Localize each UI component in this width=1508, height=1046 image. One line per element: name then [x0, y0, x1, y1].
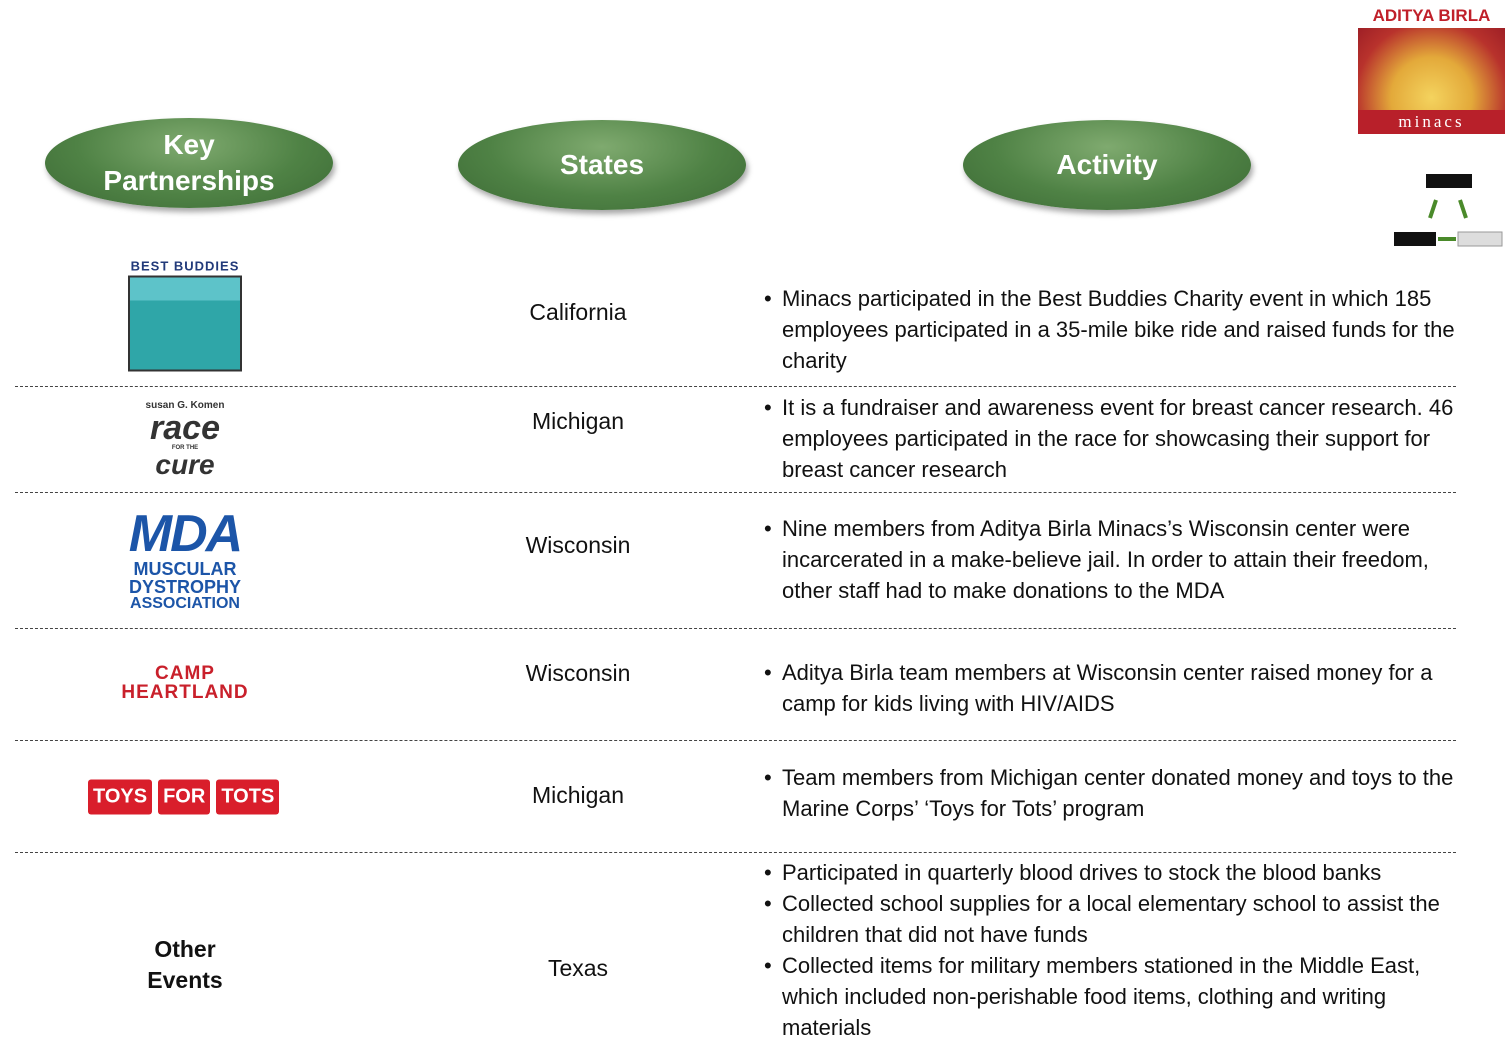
partner-text: race [150, 409, 220, 447]
partner-logo: Other Events [85, 934, 285, 996]
icon-link [1458, 199, 1468, 219]
partner-text: susan G. Komen [145, 400, 225, 411]
activity-item: Minacs participated in the Best Buddies … [764, 283, 1472, 376]
state-text: Wisconsin [525, 532, 631, 558]
partner-text: TOYS [88, 779, 153, 815]
partner-text: MDA [128, 505, 243, 563]
state-text: California [529, 299, 627, 325]
partner-logo: susan G. Komen race FOR THE cure [85, 401, 285, 479]
activity-list: Minacs participated in the Best Buddies … [762, 283, 1472, 376]
brand-sub: minacs [1358, 110, 1505, 134]
partner-logo: TOYS FOR TOTS [85, 779, 285, 815]
partner-text: ASSOCIATION [130, 595, 240, 612]
header-text: States [559, 149, 645, 180]
partner-text: CAMP [155, 663, 215, 684]
activity-list: Participated in quarterly blood drives t… [762, 857, 1472, 1043]
partner-text: MUSCULAR [133, 559, 237, 579]
icon-link [1428, 199, 1438, 219]
activity-item: Collected items for military members sta… [764, 950, 1472, 1043]
network-icon [1394, 174, 1503, 247]
partner-logo: CAMP HEARTLAND [85, 664, 285, 702]
header-oval: Activity [963, 120, 1251, 210]
divider [15, 852, 1456, 853]
activity-item: Participated in quarterly blood drives t… [764, 857, 1472, 888]
divider [15, 740, 1456, 741]
partner-logo: MDA MUSCULAR DYSTROPHY ASSOCIATION [85, 508, 285, 612]
state-text: Michigan [531, 408, 625, 434]
partner-text: Other Events [147, 936, 223, 993]
divider [15, 628, 1456, 629]
partner-graphic [128, 275, 242, 372]
activity-list: Aditya Birla team members at Wisconsin c… [762, 657, 1472, 719]
header-text: Activity [1056, 149, 1158, 180]
partner-text: FOR [158, 779, 211, 815]
icon-block [1457, 231, 1503, 247]
state-text: Michigan [531, 782, 625, 808]
header-oval: States [458, 120, 746, 210]
brand-logo: ADITYA BIRLA minacs [1358, 6, 1505, 134]
partner-logo: BEST BUDDIES [85, 259, 285, 372]
activity-list: Team members from Michigan center donate… [762, 762, 1472, 824]
activity-item: Aditya Birla team members at Wisconsin c… [764, 657, 1472, 719]
icon-block [1426, 174, 1472, 188]
partner-text: TOTS [216, 779, 280, 815]
partner-text: FOR THE [171, 445, 199, 451]
partner-text: BEST BUDDIES [130, 258, 240, 274]
header-oval: Key Partnerships [45, 118, 333, 208]
icon-block [1394, 232, 1436, 246]
activity-list: It is a fundraiser and awareness event f… [762, 392, 1472, 485]
partner-text: DYSTROPHY [128, 577, 242, 597]
brand-name: ADITYA BIRLA [1372, 6, 1491, 25]
activity-item: Collected school supplies for a local el… [764, 888, 1472, 950]
activity-item: Team members from Michigan center donate… [764, 762, 1472, 824]
partner-text: cure [155, 449, 215, 480]
state-text: Wisconsin [525, 660, 631, 686]
brand-emblem [1358, 28, 1505, 110]
partner-text: HEARTLAND [121, 682, 249, 703]
state-text: Texas [547, 955, 609, 981]
divider [15, 492, 1456, 493]
activity-item: It is a fundraiser and awareness event f… [764, 392, 1472, 485]
header-text: Key Partnerships [103, 129, 275, 196]
activity-item: Nine members from Aditya Birla Minacs’s … [764, 513, 1472, 606]
divider [15, 386, 1456, 387]
activity-list: Nine members from Aditya Birla Minacs’s … [762, 513, 1472, 606]
